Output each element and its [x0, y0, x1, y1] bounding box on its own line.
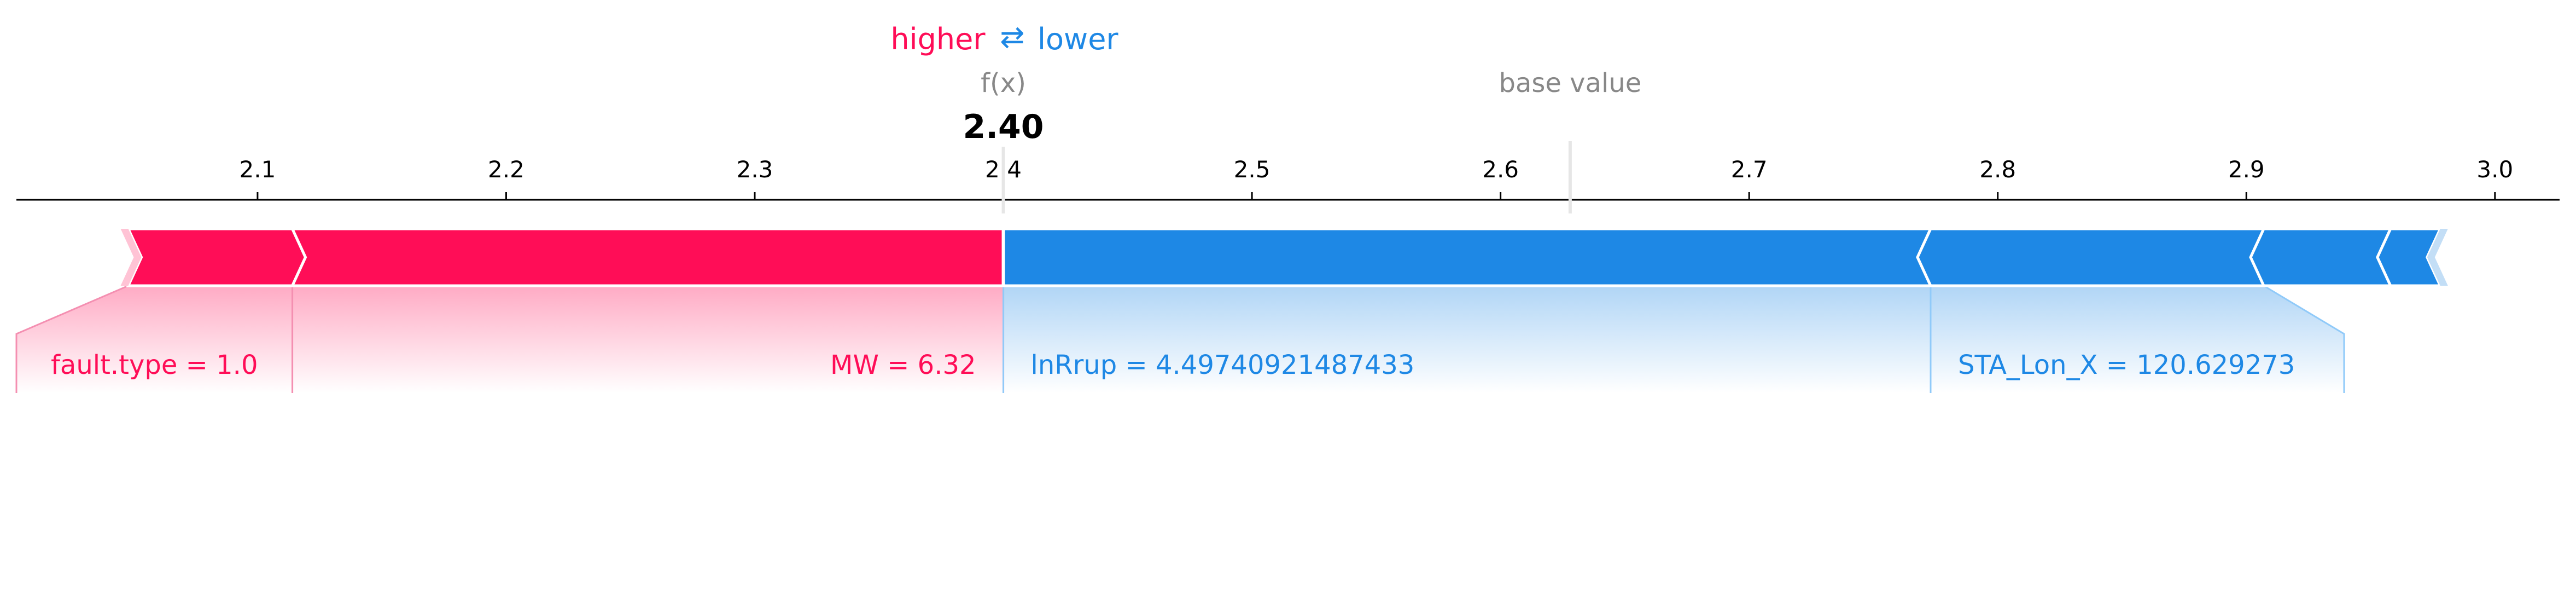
- negative-label-area: [1003, 286, 1931, 393]
- feature-labels: fault.type = 1.0 MW = 6.32 lnRrup = 4.4974…: [51, 350, 2295, 380]
- positive-bar-segment: [290, 227, 1005, 287]
- legend-lower-label: lower: [1038, 22, 1118, 56]
- positive-label-connector: [15, 285, 129, 393]
- label-areas: [15, 285, 2345, 393]
- x-tick-label: 2.7: [1731, 156, 1768, 183]
- positive-feature-label: fault.type = 1.0: [51, 350, 258, 380]
- base-value-label: base value: [1499, 68, 1642, 99]
- fx-value: 2.40: [963, 108, 1044, 146]
- legend-higher-label: higher: [890, 22, 986, 56]
- positive-label-area: [292, 286, 1004, 393]
- positive-feature-label: MW = 6.32: [830, 350, 976, 380]
- x-tick-label: 2.9: [2228, 156, 2265, 183]
- x-tick-label: 2.2: [488, 156, 524, 183]
- negative-bar-segment: [1916, 227, 2266, 287]
- positive-bar-segment: [126, 227, 307, 287]
- fx-label: f(x): [981, 68, 1026, 99]
- negative-bar-segment: [1002, 227, 1933, 287]
- legend-arrows-icon: ⇄: [1000, 20, 1024, 54]
- x-tick-label: 2.5: [1234, 156, 1270, 183]
- x-axis: 2.1 2.2 2.3 2.4 2.5 2.6 2.7 2.8 2.9 3.0: [16, 156, 2560, 201]
- x-tick-label: 2.3: [737, 156, 773, 183]
- negative-feature-label: lnRrup = 4.49740921487433: [1031, 350, 1415, 380]
- contribution-bars: [120, 227, 2448, 287]
- legend: higher ⇄ lower: [890, 20, 1118, 56]
- x-tick-label: 3.0: [2476, 156, 2513, 183]
- x-tick-label: 2.1: [240, 156, 276, 183]
- negative-bar-segment: [2249, 227, 2393, 287]
- negative-label-connector: [2263, 285, 2345, 393]
- positive-bar-tail: [120, 229, 142, 286]
- negative-feature-label: STA_Lon_X = 120.629273: [1958, 350, 2295, 380]
- positive-label-area: [16, 286, 293, 393]
- negative-label-area: [1931, 286, 2344, 393]
- value-markers: f(x) 2.40 base value: [963, 68, 1642, 213]
- x-tick-label: 2.8: [1979, 156, 2016, 183]
- negative-bar-tail: [2427, 229, 2448, 286]
- x-tick-label: 2.6: [1482, 156, 1519, 183]
